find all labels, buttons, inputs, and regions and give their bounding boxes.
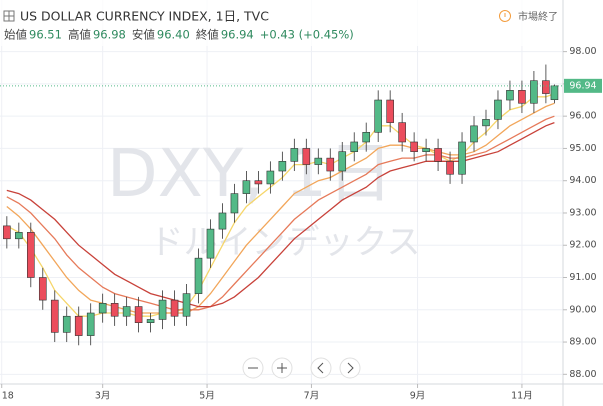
candle-body: [374, 99, 382, 133]
x-tick-label: 11月: [511, 391, 533, 402]
candle-body: [362, 132, 371, 143]
candle-body: [266, 170, 275, 185]
candle-body: [254, 180, 263, 185]
candle-body: [338, 151, 347, 172]
scroll-left-button[interactable]: [310, 357, 332, 379]
candle-body: [62, 315, 71, 333]
candle-body: [170, 299, 179, 317]
candle-body: [38, 277, 47, 301]
price-change: +0.43 (+0.45%): [260, 28, 354, 42]
candle-body: [506, 90, 514, 101]
x-tick-label: 18: [2, 391, 14, 402]
candle-body: [134, 306, 143, 323]
y-tick-label: 95.00: [569, 143, 596, 154]
candle-body: [86, 312, 95, 336]
candle-body: [98, 303, 107, 314]
candle-body: [350, 141, 359, 152]
candle-body: [550, 85, 559, 101]
header-bg: [0, 0, 562, 46]
x-tick-label: 3月: [95, 391, 111, 402]
candle-body: [50, 299, 59, 333]
y-tick-label: 93.00: [569, 207, 596, 218]
ohlc-value: 96.98: [93, 28, 126, 42]
candle-body: [326, 157, 335, 172]
last-price-box: [564, 78, 602, 93]
nav-buttons[interactable]: [242, 357, 361, 379]
ribbon-line: [6, 102, 555, 314]
candle-body: [3, 225, 11, 240]
x-tick-label: 9月: [410, 391, 426, 402]
ohlc-label: 安値: [132, 28, 155, 42]
ohlc-value: 96.94: [221, 28, 254, 42]
candle-body: [110, 303, 119, 317]
scroll-right-icon: [347, 362, 354, 374]
candle-body: [422, 148, 430, 152]
last-price-label: 96.94: [569, 80, 596, 91]
ohlc-label: 高値: [68, 28, 91, 42]
y-tick-label: 92.00: [569, 240, 596, 251]
candle-body: [410, 141, 418, 152]
candle-body: [146, 319, 155, 323]
candle-body: [122, 306, 131, 317]
status-icon[interactable]: [499, 10, 511, 22]
candle-body: [314, 157, 323, 165]
candle-body: [74, 315, 83, 336]
chart-title: US DOLLAR CURRENCY INDEX, 1日, TVC: [20, 9, 269, 24]
candle-body: [482, 119, 490, 127]
candle-body: [542, 80, 550, 94]
y-tick-label: 90.00: [569, 304, 596, 315]
candle-body: [398, 122, 406, 143]
watermark-name: ドルインデックス: [150, 223, 421, 263]
market-status: 市場終了: [518, 10, 558, 23]
candle-body: [386, 99, 394, 123]
watermark: DXY, 1日 ドルインデックス: [107, 135, 421, 262]
candle-body: [230, 193, 239, 214]
y-tick-label: 89.00: [569, 337, 596, 348]
ohlc-value: 96.40: [157, 28, 190, 42]
header-icon[interactable]: [3, 10, 15, 22]
candle-body: [242, 180, 251, 194]
ohlc-value: 96.51: [29, 28, 62, 42]
candle-body: [182, 293, 191, 317]
candle-body: [446, 161, 454, 175]
y-tick-label: 96.00: [569, 111, 596, 122]
candle-body: [290, 148, 299, 162]
candle-body: [206, 228, 215, 259]
ohlc-label: 始値: [4, 28, 27, 42]
candle-body: [458, 141, 466, 175]
candle-body: [158, 299, 167, 320]
candle-body: [470, 125, 478, 143]
ribbon-line: [6, 115, 555, 311]
scroll-left-icon: [317, 362, 324, 374]
candle-body: [494, 99, 502, 120]
x-tick-label: 7月: [304, 391, 320, 402]
candle-body: [194, 257, 203, 294]
candle-body: [518, 90, 526, 104]
candle-body: [218, 212, 227, 230]
candle-body: [27, 232, 35, 278]
candle-body: [302, 148, 311, 165]
candle-body: [530, 80, 538, 104]
candle-body: [434, 148, 442, 162]
x-tick-label: 5月: [199, 391, 215, 402]
ribbon-line: [6, 121, 555, 308]
candle-body: [278, 161, 287, 172]
candle-body: [15, 232, 23, 240]
y-tick-label: 91.00: [569, 272, 596, 283]
scroll-right-button[interactable]: [339, 357, 361, 379]
y-tick-label: 98.00: [569, 46, 596, 57]
y-tick-label: 94.00: [569, 175, 596, 186]
ohlc-label: 終値: [196, 28, 219, 42]
y-tick-label: 88.00: [569, 369, 596, 380]
watermark-symbol: DXY, 1日: [107, 135, 393, 212]
